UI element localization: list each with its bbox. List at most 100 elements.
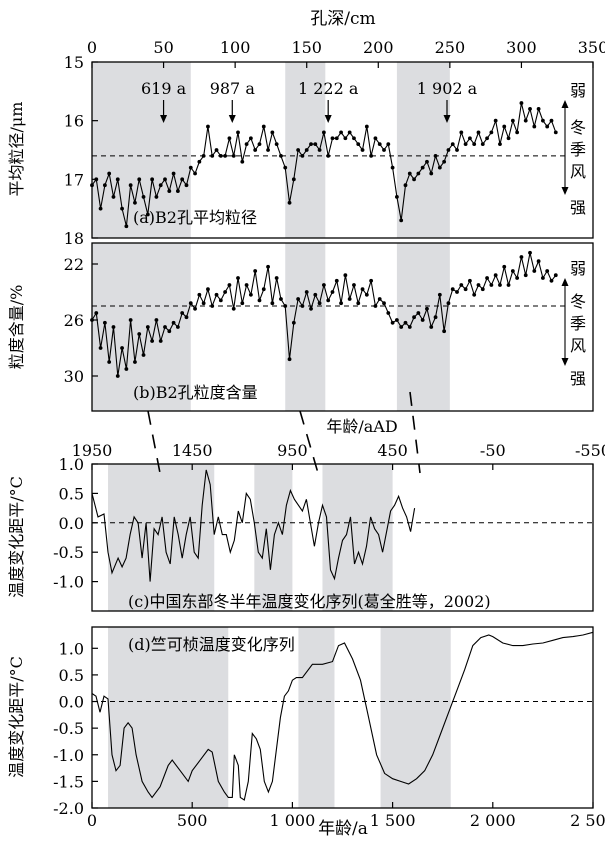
data-point-b — [231, 306, 236, 311]
data-point-b — [480, 287, 485, 292]
data-point-a — [227, 136, 232, 141]
data-point-a — [274, 142, 279, 147]
shaded-interval-a-2 — [396, 62, 450, 238]
data-point-a — [386, 142, 391, 147]
monsoon-weak-label-a: 弱 — [570, 81, 586, 100]
data-point-b — [270, 301, 275, 306]
data-point-b — [416, 311, 421, 315]
shaded-interval-c-1 — [254, 464, 293, 611]
data-point-a — [463, 142, 468, 147]
data-point-a — [248, 136, 253, 141]
data-point-a — [549, 118, 554, 123]
marker-arrowhead-3 — [443, 115, 451, 123]
data-point-b — [377, 297, 382, 301]
marker-arrowhead-1 — [228, 115, 236, 123]
data-point-b — [107, 360, 112, 364]
data-point-b — [523, 273, 528, 278]
data-point-b — [102, 320, 107, 325]
data-point-b — [175, 325, 180, 329]
age-ad-axis-title: 年龄/aAD — [326, 417, 397, 436]
monsoon-char-a: 风 — [570, 162, 586, 181]
panel-title-d: (d)竺可桢温度变化序列 — [128, 635, 295, 654]
series-line-c — [91, 469, 416, 582]
data-point-a — [420, 165, 425, 170]
panel-title-b: (b)B2孔粒度含量 — [133, 383, 258, 402]
age-tick-label: 500 — [177, 811, 208, 830]
panel-title-a: (a)B2孔平均粒径 — [133, 208, 257, 227]
data-point-a — [394, 195, 399, 199]
data-point-a — [321, 130, 326, 135]
data-point-b — [553, 273, 558, 278]
data-point-a — [485, 136, 489, 141]
data-point-b — [519, 255, 524, 259]
marker-arrowhead-0 — [160, 115, 168, 123]
data-point-a — [450, 142, 455, 147]
data-point-a — [364, 124, 369, 129]
data-point-a — [240, 159, 245, 164]
data-point-a — [236, 130, 240, 135]
data-point-a — [334, 136, 339, 141]
data-point-b — [510, 269, 515, 273]
marker-label-0: 619 a — [141, 79, 187, 98]
data-point-a — [261, 124, 266, 129]
data-point-a — [360, 148, 365, 152]
data-point-b — [154, 318, 159, 322]
data-point-b — [309, 306, 313, 311]
data-point-b — [111, 325, 116, 329]
data-point-b — [197, 292, 202, 297]
data-point-a — [502, 124, 507, 129]
panel-frame-d — [91, 626, 594, 809]
data-point-a — [231, 153, 236, 158]
data-point-a — [510, 118, 515, 123]
data-point-a — [519, 101, 524, 105]
data-point-b — [446, 301, 451, 306]
age-tick-label: 1 000 — [269, 811, 315, 830]
shaded-interval-b-0 — [92, 243, 191, 411]
data-point-b — [506, 283, 511, 287]
data-point-a — [498, 142, 502, 147]
y-tick-label-d: -0.5 — [53, 719, 84, 738]
data-point-a — [412, 177, 416, 182]
data-point-a — [128, 183, 133, 188]
y-tick-label-c: 1.0 — [59, 455, 84, 474]
data-point-a — [343, 136, 348, 141]
data-point-a — [339, 130, 343, 135]
data-point-a — [425, 159, 429, 164]
data-point-a — [167, 189, 172, 193]
data-point-a — [416, 171, 421, 176]
data-point-b — [429, 325, 434, 329]
data-point-a — [291, 177, 296, 182]
data-point-b — [394, 318, 399, 322]
data-point-a — [296, 148, 301, 152]
panel-a-ylabel: 平均粒径/μm — [7, 102, 26, 197]
y-tick-label-c: -1.0 — [53, 573, 84, 592]
data-point-b — [214, 292, 219, 297]
data-point-b — [128, 318, 133, 322]
data-point-a — [330, 136, 335, 141]
y-tick-label-a: 16 — [64, 112, 84, 131]
data-point-b — [167, 329, 172, 334]
data-point-a — [433, 153, 438, 158]
data-point-a — [446, 148, 451, 152]
data-point-b — [515, 276, 520, 280]
data-point-b — [382, 301, 386, 306]
depth-axis-title: 孔深/cm — [310, 9, 375, 29]
data-point-b — [283, 304, 288, 308]
data-point-b — [528, 250, 532, 255]
data-point-a — [137, 177, 142, 182]
data-point-a — [98, 206, 103, 211]
monsoon-arrow-up-b — [561, 278, 569, 286]
age-tick-label: 2 000 — [470, 811, 516, 830]
age-ad-tick-label: 1450 — [172, 441, 213, 460]
data-point-a — [515, 130, 520, 135]
data-point-b — [472, 292, 477, 297]
data-point-b — [412, 315, 416, 320]
data-point-a — [403, 183, 408, 188]
data-point-a — [188, 165, 193, 170]
data-point-b — [364, 292, 369, 297]
age-ad-tick-label: 950 — [277, 441, 308, 460]
monsoon-char-a: 冬 — [570, 118, 586, 137]
data-point-b — [390, 320, 395, 325]
data-point-a — [352, 136, 356, 141]
